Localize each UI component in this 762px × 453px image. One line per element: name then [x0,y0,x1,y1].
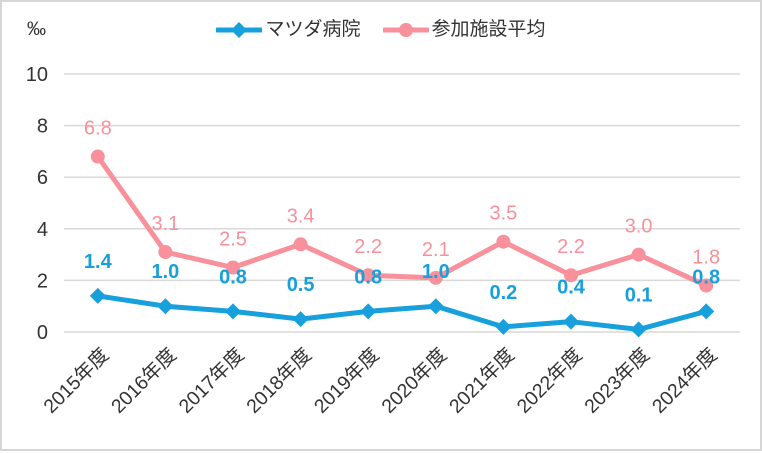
x-category-label: 2022年度 [513,344,587,418]
data-point-diamond-marker [157,298,174,315]
legend-swatch-diamond [231,22,248,39]
data-point-diamond-marker [630,321,647,338]
legend-label-mazda-hospital: マツダ病院 [265,19,361,40]
data-label-series-1: 2.1 [422,239,450,261]
data-label-series-1: 1.8 [692,247,720,269]
data-point-circle-marker [158,245,173,260]
x-category-label: 2019年度 [310,344,384,418]
y-tick-label: 0 [37,322,48,344]
data-label-series-0: 1.0 [422,261,450,283]
x-category-label: 2016年度 [107,344,181,418]
x-category-label: 2020年度 [378,344,452,418]
data-point-diamond-marker [495,318,512,335]
legend-swatch-circle [398,23,413,38]
data-label-series-0: 0.5 [287,274,315,296]
x-category-label: 2023年度 [580,344,654,418]
data-label-series-0: 1.0 [151,261,179,283]
data-point-circle-marker [293,237,308,252]
data-label-series-1: 6.8 [84,118,112,140]
data-label-series-1: 2.2 [354,236,382,258]
data-label-series-1: 2.2 [557,236,585,258]
legend-circle-marker-icon [382,23,429,38]
y-tick-label: 4 [37,219,48,241]
legend-item-facility-average: 参加施設平均 [382,19,546,42]
x-category-label: 2017年度 [175,344,249,418]
data-point-circle-marker [428,270,443,285]
y-tick-label: 2 [37,270,48,292]
data-label-series-1: 3.0 [625,216,653,238]
y-axis-unit-label: ‰ [27,19,46,40]
data-point-diamond-marker [698,303,715,320]
data-point-diamond-marker [89,287,106,304]
legend-label-facility-average: 参加施設平均 [431,19,546,40]
data-point-diamond-marker [360,303,377,320]
data-point-diamond-marker [563,313,579,330]
x-category-label: 2018年度 [242,344,316,418]
x-category-label: 2021年度 [445,344,519,418]
legend-diamond-marker-icon [216,22,263,39]
y-tick-label: 8 [37,116,48,138]
data-label-series-0: 0.8 [219,266,247,288]
data-label-series-1: 2.5 [219,229,247,251]
data-point-diamond-marker [427,298,444,315]
data-point-circle-marker [496,234,511,249]
series-line-1 [95,154,709,289]
data-label-series-1: 3.1 [151,213,179,235]
data-label-series-0: 0.8 [354,266,382,288]
x-category-label: 2015年度 [40,344,114,418]
data-point-circle-marker [361,268,376,283]
y-tick-label: 10 [26,64,48,86]
y-tick-label: 6 [37,167,48,189]
data-label-series-1: 3.4 [287,205,315,227]
data-point-circle-marker [90,149,105,164]
data-label-series-0: 0.8 [692,266,720,288]
data-point-circle-marker [631,247,646,262]
data-label-series-0: 1.4 [84,251,113,273]
data-label-series-0: 0.2 [489,282,517,304]
data-point-circle-marker [699,278,714,293]
data-point-diamond-marker [225,303,241,320]
legend-item-mazda-hospital: マツダ病院 [216,19,361,42]
data-point-diamond-marker [292,311,309,328]
data-point-circle-marker [226,260,240,275]
data-label-series-0: 0.4 [557,277,586,299]
data-label-series-1: 3.5 [489,203,517,225]
legend: マツダ病院 参加施設平均 [2,19,760,42]
series-line-0 [95,293,709,332]
x-category-label: 2024年度 [648,344,722,418]
data-label-series-0: 0.1 [625,284,653,306]
data-point-circle-marker [564,268,578,283]
